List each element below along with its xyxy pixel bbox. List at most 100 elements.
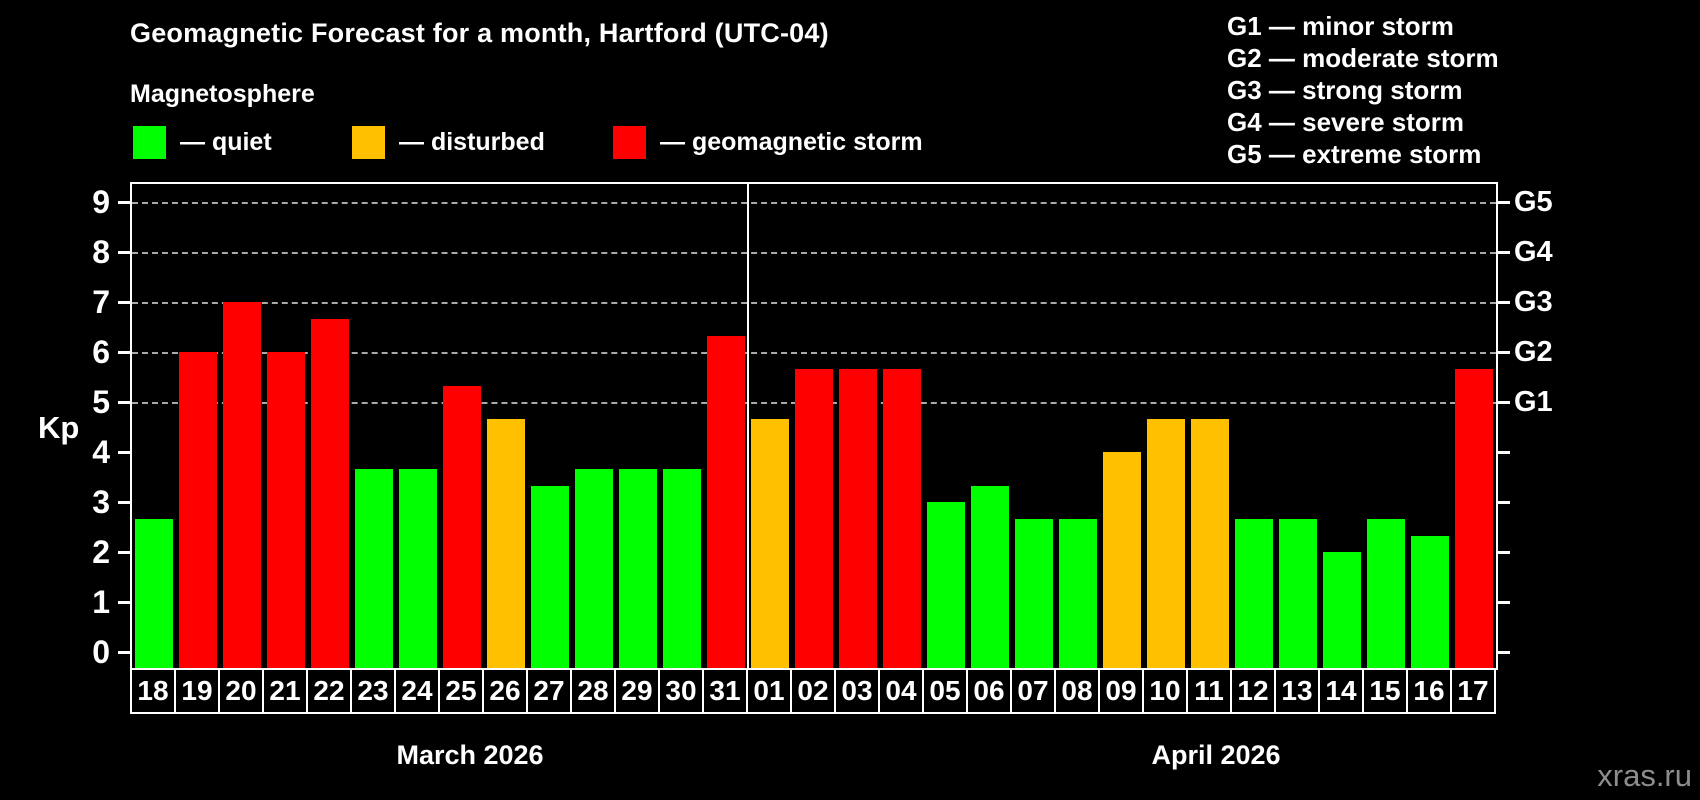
y-tick-label-4: 4 [92, 434, 110, 470]
day-label-april-13: 13 [1274, 668, 1320, 714]
day-label-march-21: 21 [262, 668, 308, 714]
day-label-march-29: 29 [614, 668, 660, 714]
day-label-march-26: 26 [482, 668, 528, 714]
kp-bar-april-13 [1279, 518, 1317, 668]
right-tick-1 [1498, 601, 1510, 604]
disturbed-swatch [352, 126, 385, 159]
kp-bar-april-07 [1015, 518, 1053, 668]
kp-bar-april-17 [1455, 368, 1493, 668]
day-label-april-02: 02 [790, 668, 836, 714]
y-tick-9 [118, 201, 130, 204]
legend-item-quiet: — quiet [133, 126, 272, 159]
day-label-march-19: 19 [174, 668, 220, 714]
kp-bar-march-29 [619, 468, 657, 668]
day-label-april-06: 06 [966, 668, 1012, 714]
kp-bar-march-26 [487, 418, 525, 668]
kp-bar-march-23 [355, 468, 393, 668]
right-tick-0 [1498, 651, 1510, 654]
kp-bar-march-18 [135, 518, 173, 668]
gridline-kp-7 [132, 302, 1496, 304]
day-label-april-05: 05 [922, 668, 968, 714]
day-label-march-22: 22 [306, 668, 352, 714]
right-tick-2 [1498, 551, 1510, 554]
kp-bar-march-24 [399, 468, 437, 668]
kp-bar-april-08 [1059, 518, 1097, 668]
y-tick-0 [118, 651, 130, 654]
legend-item-disturbed: — disturbed [352, 126, 545, 159]
y-tick-5 [118, 401, 130, 404]
day-label-march-25: 25 [438, 668, 484, 714]
legend-label-disturbed: — disturbed [399, 128, 545, 156]
day-label-march-23: 23 [350, 668, 396, 714]
y-tick-2 [118, 551, 130, 554]
month-separator-line [747, 184, 749, 668]
day-label-march-30: 30 [658, 668, 704, 714]
g-scale-legend: G1 — minor storm G2 — moderate storm G3 — … [1227, 10, 1499, 170]
y-tick-label-3: 3 [92, 484, 110, 520]
y-tick-label-0: 0 [92, 634, 110, 670]
g-level-label-g4: G4 [1514, 236, 1553, 268]
g-legend-line: G5 — extreme storm [1227, 139, 1482, 169]
kp-bar-april-11 [1191, 418, 1229, 668]
y-tick-3 [118, 501, 130, 504]
legend-label-storm: — geomagnetic storm [660, 128, 923, 156]
gridline-kp-9 [132, 202, 1496, 204]
kp-bar-april-10 [1147, 418, 1185, 668]
kp-bar-april-03 [839, 368, 877, 668]
kp-bar-april-09 [1103, 452, 1141, 668]
day-label-april-08: 08 [1054, 668, 1100, 714]
day-label-april-10: 10 [1142, 668, 1188, 714]
x-axis-day-labels: 18 19 20 21 22 23 24 25 26 27 28 29 30 31 01 02 03 04 05 06… [130, 668, 1500, 718]
kp-bar-march-31 [707, 335, 745, 668]
kp-bar-april-16 [1411, 535, 1449, 668]
y-tick-1 [118, 601, 130, 604]
day-label-march-18: 18 [130, 668, 176, 714]
right-tick-6 [1498, 351, 1510, 354]
g-legend-line: G2 — moderate storm [1227, 43, 1499, 73]
y-tick-label-5: 5 [92, 384, 110, 420]
y-tick-6 [118, 351, 130, 354]
kp-bar-march-30 [663, 468, 701, 668]
right-tick-3 [1498, 501, 1510, 504]
month-label-april: April 2026 [1151, 740, 1281, 770]
kp-bar-april-04 [883, 368, 921, 668]
day-label-march-27: 27 [526, 668, 572, 714]
g-level-label-g2: G2 [1514, 336, 1553, 368]
kp-bar-april-05 [927, 502, 965, 668]
kp-bar-chart [130, 182, 1498, 670]
right-tick-4 [1498, 451, 1510, 454]
y-tick-label-7: 7 [92, 284, 110, 320]
kp-bar-april-06 [971, 485, 1009, 668]
kp-bar-march-27 [531, 485, 569, 668]
g-legend-line: G1 — minor storm [1227, 11, 1454, 41]
y-tick-4 [118, 451, 130, 454]
day-label-april-07: 07 [1010, 668, 1056, 714]
storm-swatch [613, 126, 646, 159]
g-legend-line: G3 — strong storm [1227, 75, 1463, 105]
kp-bar-april-01 [751, 418, 789, 668]
day-label-april-12: 12 [1230, 668, 1276, 714]
magnetosphere-label: Magnetosphere [130, 80, 315, 108]
watermark: xras.ru [1597, 758, 1692, 793]
kp-bar-march-25 [443, 385, 481, 668]
y-tick-label-2: 2 [92, 534, 110, 570]
day-label-april-17: 17 [1450, 668, 1496, 714]
kp-bar-april-02 [795, 368, 833, 668]
y-tick-label-1: 1 [92, 584, 110, 620]
y-tick-label-6: 6 [92, 334, 110, 370]
kp-bar-march-28 [575, 468, 613, 668]
page-title: Geomagnetic Forecast for a month, Hartfo… [130, 18, 829, 48]
g-level-label-g1: G1 [1514, 386, 1553, 418]
right-tick-9 [1498, 201, 1510, 204]
gridline-kp-6 [132, 352, 1496, 354]
y-tick-label-8: 8 [92, 234, 110, 270]
kp-bar-march-19 [179, 352, 217, 668]
month-label-march: March 2026 [396, 740, 544, 770]
right-tick-8 [1498, 251, 1510, 254]
day-label-april-14: 14 [1318, 668, 1364, 714]
day-label-march-31: 31 [702, 668, 748, 714]
kp-bar-march-22 [311, 318, 349, 668]
y-tick-label-9: 9 [92, 184, 110, 220]
kp-bar-march-20 [223, 302, 261, 668]
